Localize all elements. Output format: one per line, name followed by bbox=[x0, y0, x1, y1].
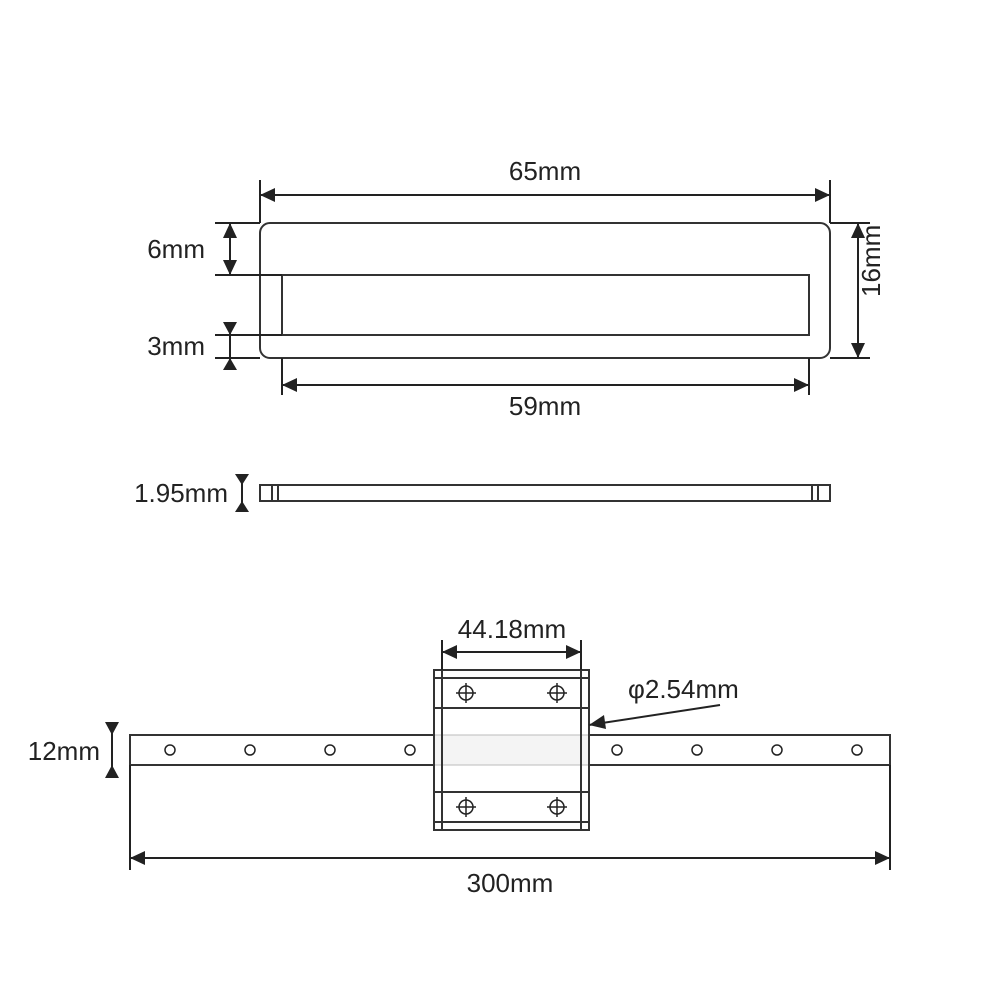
dim-1.95mm: 1.95mm bbox=[134, 474, 249, 512]
carriage bbox=[434, 670, 589, 830]
label-12mm: 12mm bbox=[28, 736, 100, 766]
label-6mm: 6mm bbox=[147, 234, 205, 264]
dim-12mm: 12mm bbox=[28, 722, 119, 778]
label-phi2.54mm: φ2.54mm bbox=[628, 674, 739, 704]
label-300mm: 300mm bbox=[467, 868, 554, 898]
dim-3mm: 3mm bbox=[147, 322, 282, 370]
label-44.18mm: 44.18mm bbox=[458, 614, 566, 644]
strip-rect bbox=[260, 485, 830, 501]
label-65mm: 65mm bbox=[509, 156, 581, 186]
view-side-strip: 1.95mm bbox=[134, 474, 830, 512]
dim-300mm: 300mm bbox=[130, 765, 890, 898]
label-16mm: 16mm bbox=[856, 225, 886, 297]
dim-phi2.54mm: φ2.54mm bbox=[589, 674, 739, 729]
label-1.95mm: 1.95mm bbox=[134, 478, 228, 508]
dim-65mm: 65mm bbox=[260, 156, 830, 223]
dim-59mm: 59mm bbox=[282, 358, 809, 421]
dimension-drawing: 65mm 59mm 16mm 6mm bbox=[0, 0, 1000, 1000]
plate-inner bbox=[282, 275, 809, 335]
view-top-plate: 65mm 59mm 16mm 6mm bbox=[147, 156, 886, 421]
plate-outer bbox=[260, 223, 830, 358]
view-rail: 44.18mm φ2.54mm 12mm 300mm bbox=[28, 614, 890, 898]
dim-6mm: 6mm bbox=[147, 223, 282, 275]
label-59mm: 59mm bbox=[509, 391, 581, 421]
dim-16mm: 16mm bbox=[830, 223, 886, 358]
label-3mm: 3mm bbox=[147, 331, 205, 361]
dim-44.18mm: 44.18mm bbox=[442, 614, 581, 670]
